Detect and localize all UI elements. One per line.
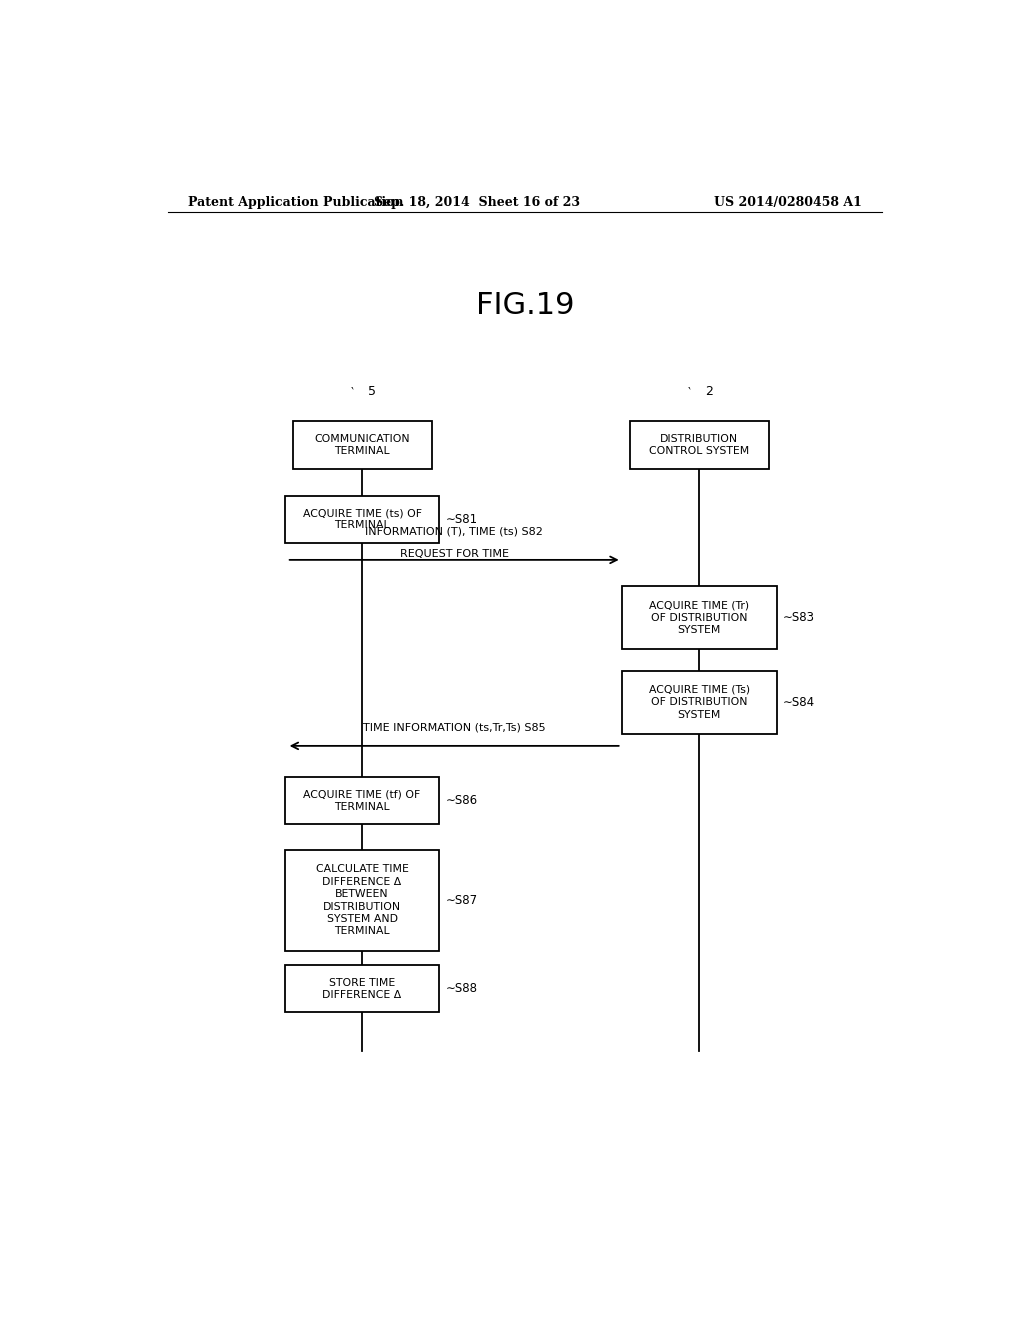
Text: REQUEST FOR TIME: REQUEST FOR TIME xyxy=(399,549,509,558)
Text: ∼S86: ∼S86 xyxy=(445,795,478,808)
Text: ∼S88: ∼S88 xyxy=(445,982,478,995)
Text: ACQUIRE TIME (Tr)
OF DISTRIBUTION
SYSTEM: ACQUIRE TIME (Tr) OF DISTRIBUTION SYSTEM xyxy=(649,601,750,635)
Bar xyxy=(622,586,777,649)
Text: TIME INFORMATION (ts,Tr,Ts) S85: TIME INFORMATION (ts,Tr,Ts) S85 xyxy=(362,722,546,733)
Text: ∼S87: ∼S87 xyxy=(445,894,478,907)
Text: DISTRIBUTION
CONTROL SYSTEM: DISTRIBUTION CONTROL SYSTEM xyxy=(649,434,750,457)
Text: 2: 2 xyxy=(705,385,713,399)
Text: ∼S81: ∼S81 xyxy=(445,512,478,525)
Bar xyxy=(622,671,777,734)
Text: FIG.19: FIG.19 xyxy=(475,292,574,321)
Text: STORE TIME
DIFFERENCE Δ: STORE TIME DIFFERENCE Δ xyxy=(323,978,401,1001)
Text: ‵: ‵ xyxy=(688,385,690,399)
Bar xyxy=(285,777,439,824)
Text: ACQUIRE TIME (tf) OF
TERMINAL: ACQUIRE TIME (tf) OF TERMINAL xyxy=(303,789,421,812)
Bar xyxy=(285,496,439,543)
Text: ∼S84: ∼S84 xyxy=(783,696,815,709)
Bar xyxy=(285,965,439,1012)
Text: INFORMATION (T), TIME (ts) S82: INFORMATION (T), TIME (ts) S82 xyxy=(366,527,543,536)
Text: US 2014/0280458 A1: US 2014/0280458 A1 xyxy=(714,195,862,209)
Bar xyxy=(285,850,439,952)
Text: CALCULATE TIME
DIFFERENCE Δ
BETWEEN
DISTRIBUTION
SYSTEM AND
TERMINAL: CALCULATE TIME DIFFERENCE Δ BETWEEN DIST… xyxy=(315,865,409,936)
Text: ACQUIRE TIME (ts) OF
TERMINAL: ACQUIRE TIME (ts) OF TERMINAL xyxy=(303,508,422,531)
Text: Sep. 18, 2014  Sheet 16 of 23: Sep. 18, 2014 Sheet 16 of 23 xyxy=(374,195,581,209)
Text: 5: 5 xyxy=(368,385,376,399)
Bar xyxy=(293,421,431,470)
Text: ACQUIRE TIME (Ts)
OF DISTRIBUTION
SYSTEM: ACQUIRE TIME (Ts) OF DISTRIBUTION SYSTEM xyxy=(649,685,750,719)
Bar xyxy=(630,421,769,470)
Text: ‵: ‵ xyxy=(350,385,353,399)
Text: ∼S83: ∼S83 xyxy=(783,611,815,624)
Text: COMMUNICATION
TERMINAL: COMMUNICATION TERMINAL xyxy=(314,434,410,457)
Text: Patent Application Publication: Patent Application Publication xyxy=(187,195,403,209)
